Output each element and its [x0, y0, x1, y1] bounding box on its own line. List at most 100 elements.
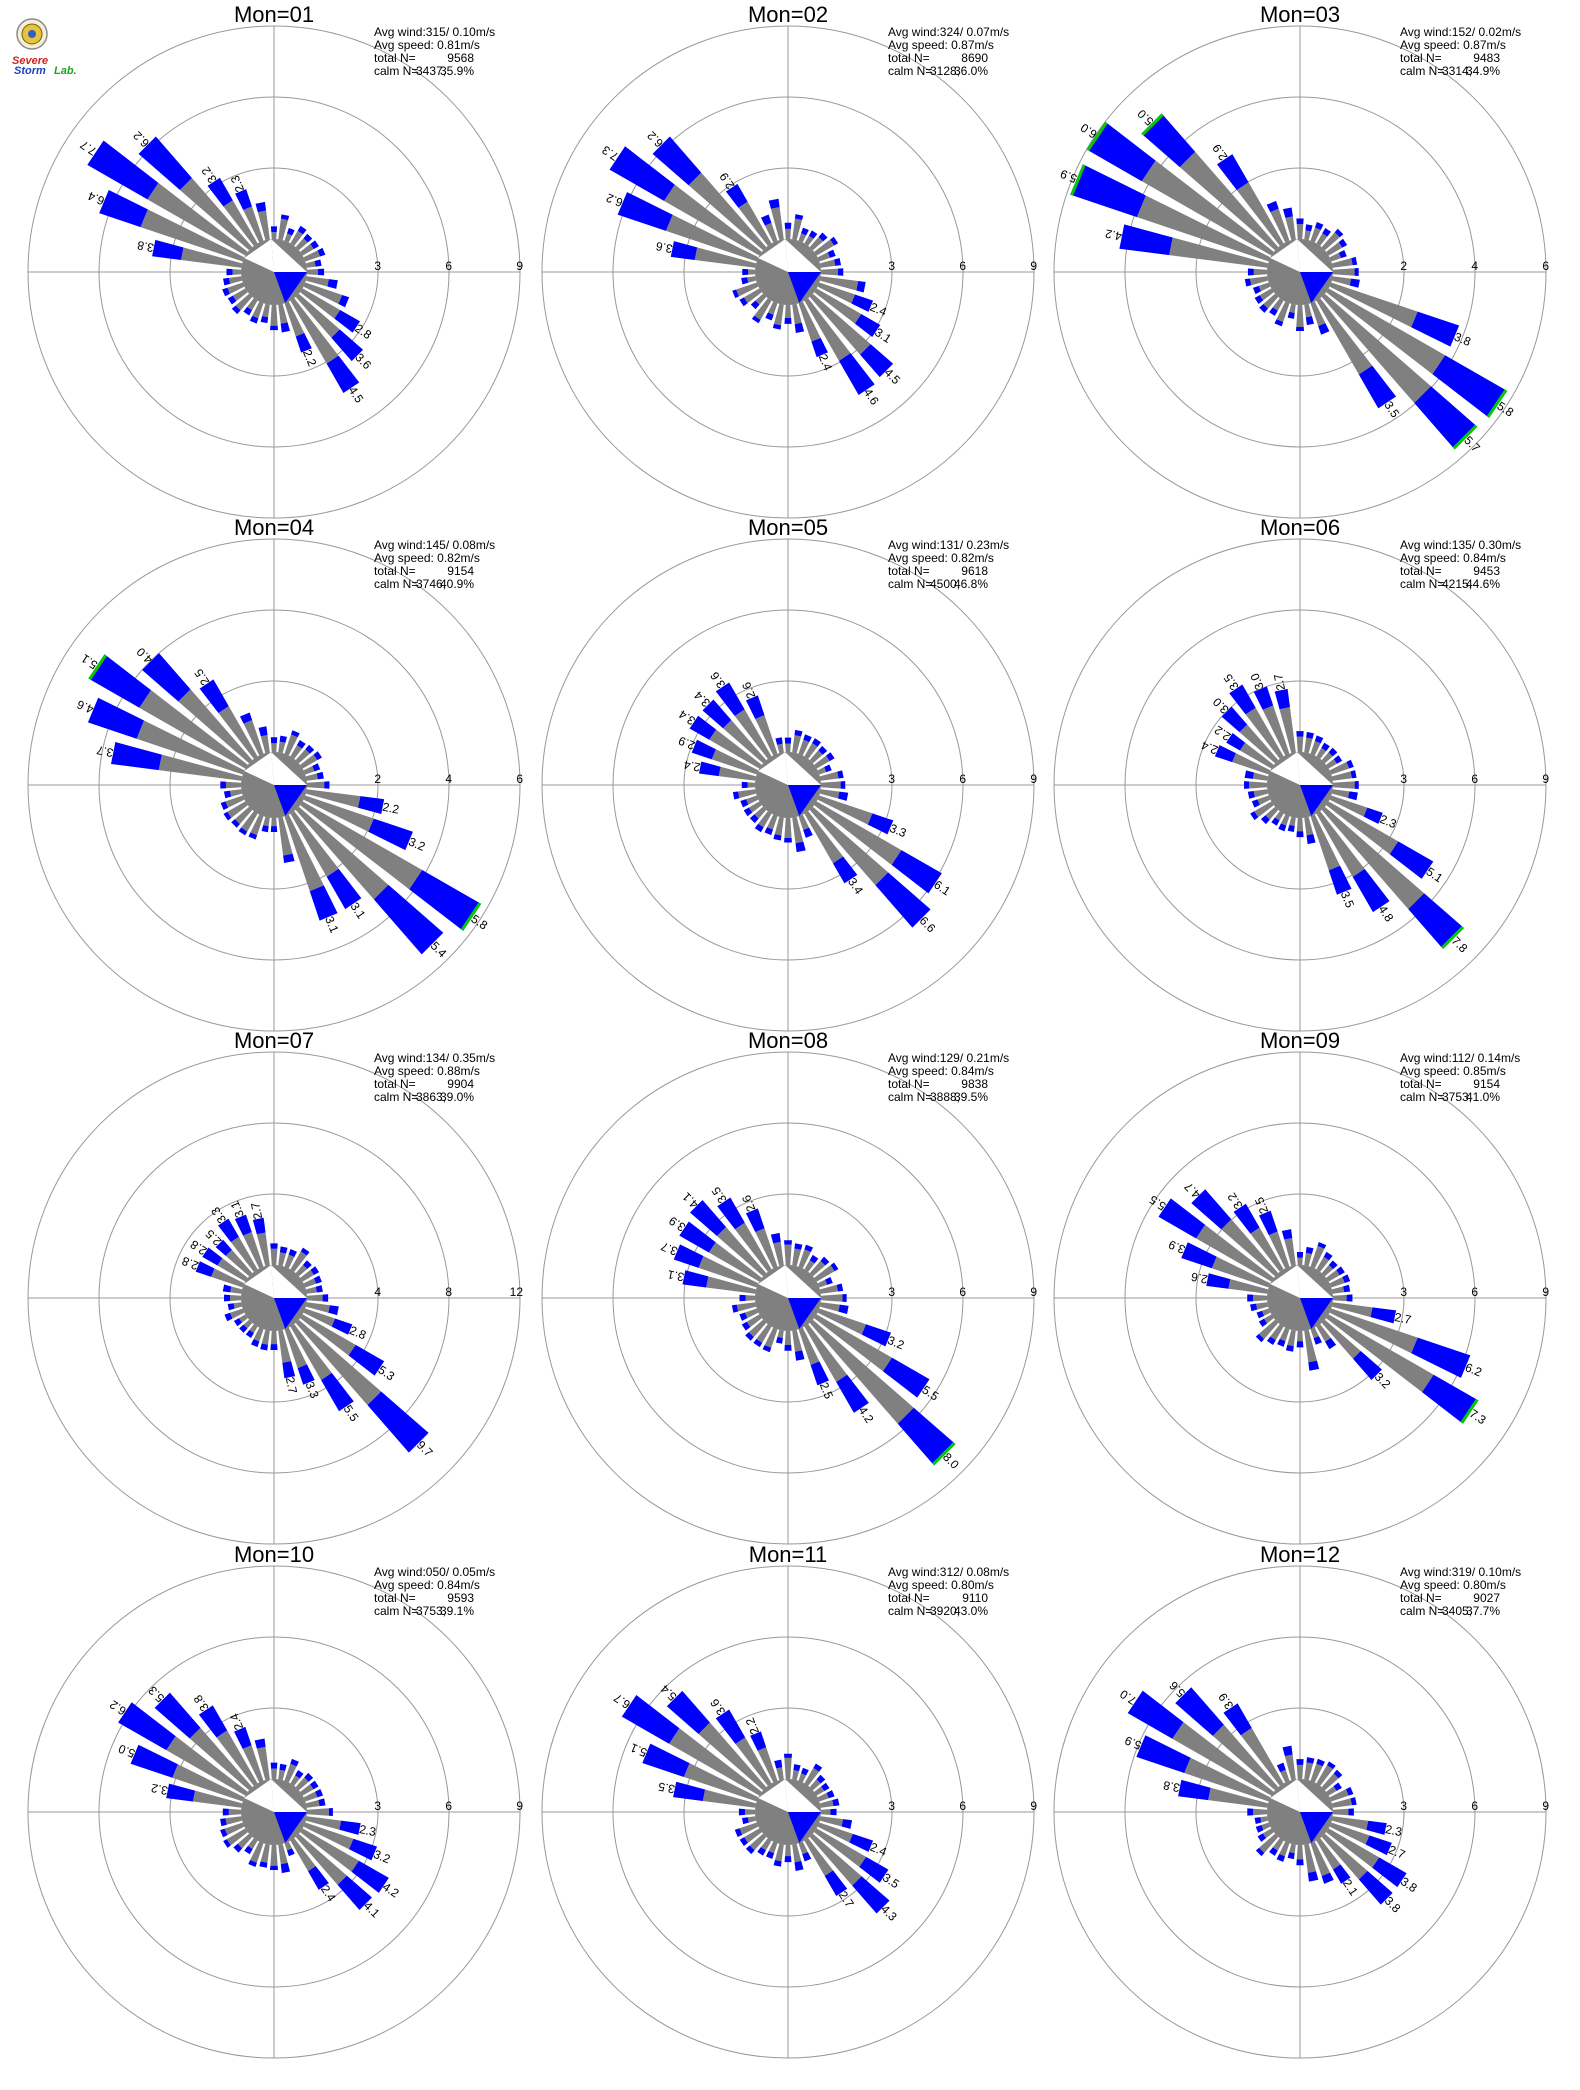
petal-bar-mid — [250, 1339, 260, 1348]
petal-bar — [814, 755, 830, 769]
petal-bar — [760, 1838, 772, 1851]
petal-bar — [270, 304, 278, 326]
ring-label: 9 — [1542, 1799, 1549, 1813]
petal-bar-mid — [1338, 250, 1347, 259]
petal-bar — [1316, 747, 1327, 759]
petal-bar-mid — [270, 1344, 278, 1350]
petal-bar — [798, 1773, 807, 1783]
petal-bar — [256, 1746, 270, 1781]
petal-label: 2.6 — [739, 1193, 758, 1214]
calm-avg-wedge — [1300, 785, 1333, 817]
wind-rose-panel: 3 6 97.05.95.63.93.83.83.82.72.32.1Mon=12A… — [1053, 1542, 1549, 2059]
petal-bar — [792, 1329, 803, 1352]
petal-bar-mid — [1136, 1735, 1191, 1774]
ring-label: 6 — [1471, 1799, 1478, 1813]
petal-bar — [1212, 1724, 1279, 1791]
petal-bar — [284, 1763, 297, 1783]
petal-bar-mid — [1313, 1336, 1322, 1345]
petal-bar-mid — [732, 791, 740, 800]
petal-label: 2.6 — [739, 680, 758, 701]
petal-bar-mid — [809, 1254, 819, 1264]
petal-bar — [1310, 301, 1326, 327]
petal-label: 2.4 — [682, 757, 701, 774]
petal-bar — [1321, 232, 1340, 251]
petal-label: 2.5 — [1252, 1195, 1271, 1216]
petal-bar — [278, 218, 289, 241]
petal-bar-mid — [296, 739, 306, 749]
logo-line2: Storm — [14, 65, 46, 76]
petal-bar — [792, 735, 802, 754]
petal-bar — [1321, 1264, 1334, 1277]
petal-bar-mid — [290, 1758, 299, 1767]
petal-bar — [1284, 1754, 1296, 1781]
petal-bar-mid — [751, 315, 761, 324]
petal-bar — [290, 1838, 316, 1872]
petal-bar-mid — [240, 712, 253, 724]
info-calm-value: 4215, — [1442, 577, 1472, 591]
petal-bar-mid — [248, 832, 258, 840]
petal-bar-mid — [795, 841, 806, 853]
info-total-value: 9904 — [447, 1077, 474, 1091]
petal-bar-mid — [351, 1860, 389, 1893]
petal-bar — [1331, 258, 1353, 268]
petal-bar — [1289, 816, 1296, 827]
petal-bar — [1310, 1841, 1331, 1877]
petal-bar — [694, 247, 757, 268]
ring-label: 6 — [959, 1799, 966, 1813]
petal-bar-mid — [1358, 365, 1397, 409]
petal-bar — [1310, 1763, 1323, 1783]
petal-bar-mid — [1414, 386, 1478, 450]
petal-bar — [809, 1779, 821, 1791]
ring-label: 3 — [1400, 772, 1407, 786]
petal-bar — [295, 293, 340, 338]
petal-bar-mid — [827, 249, 836, 258]
petal-bar — [1179, 151, 1279, 251]
petal-bar — [305, 261, 316, 268]
info-calm-pct: 35.9% — [440, 64, 474, 78]
info-avg-wind: Avg wind:152/ 0.02m/s — [1400, 25, 1521, 39]
info-avg-speed: Avg speed: 0.84m/s — [1400, 551, 1506, 565]
info-avg-speed: Avg speed: 0.84m/s — [888, 1064, 994, 1078]
petal-bar — [1304, 816, 1314, 836]
info-calm-label: calm N= — [888, 64, 932, 78]
petal-bar — [278, 1329, 292, 1363]
petal-bar-mid — [1354, 267, 1359, 277]
petal-bar — [1259, 1833, 1279, 1853]
info-calm-pct: 36.0% — [954, 64, 988, 78]
petal-bar — [232, 269, 242, 275]
petal-bar — [261, 1329, 270, 1345]
info-calm-pct: 37.7% — [1466, 1604, 1500, 1618]
petal-bar-mid — [233, 1843, 243, 1853]
petal-bar — [1316, 1765, 1334, 1786]
petal-bar — [777, 743, 784, 754]
petal-label: 3.2 — [150, 1781, 169, 1798]
petal-bar-mid — [1282, 1745, 1293, 1757]
wind-rose-panel: 3 6 97.36.26.23.62.94.64.53.12.42.4Mon=02A… — [541, 2, 1037, 519]
ring-label: 4 — [1471, 259, 1478, 273]
petal-bar — [768, 1841, 778, 1854]
petal-bar — [1254, 801, 1274, 818]
petal-bar-mid — [830, 1808, 837, 1816]
petal-bar-mid — [1259, 1210, 1278, 1236]
petal-bar — [736, 282, 759, 297]
petal-bar — [669, 1728, 762, 1796]
petal-bar-mid — [1274, 319, 1284, 327]
petal-bar-mid — [1277, 1338, 1286, 1347]
petal-bar — [820, 1294, 843, 1302]
ring-label: 3 — [1400, 1799, 1407, 1813]
petal-bar-mid — [834, 258, 842, 266]
petal-bar — [305, 1816, 342, 1830]
petal-bar — [747, 782, 756, 788]
petal-bar — [1321, 293, 1432, 404]
petal-bar-mid — [1244, 278, 1252, 287]
petal-bar-mid — [226, 268, 233, 276]
wind-rose-panel: 2 4 66.05.95.04.22.95.85.73.83.5Mon=03Avg … — [1053, 2, 1549, 519]
petal-bar-mid — [1287, 824, 1295, 832]
petal-bar — [716, 1226, 767, 1277]
petal-bar — [252, 301, 264, 319]
petal-bar — [172, 1764, 245, 1802]
petal-bar — [284, 814, 324, 892]
wind-rose-panel: 3 6 94.1 3.53.93.73.12.68.05.54.23.22.5Mon=… — [541, 1028, 1037, 1545]
petal-bar — [139, 690, 248, 769]
petal-bar — [295, 806, 389, 900]
